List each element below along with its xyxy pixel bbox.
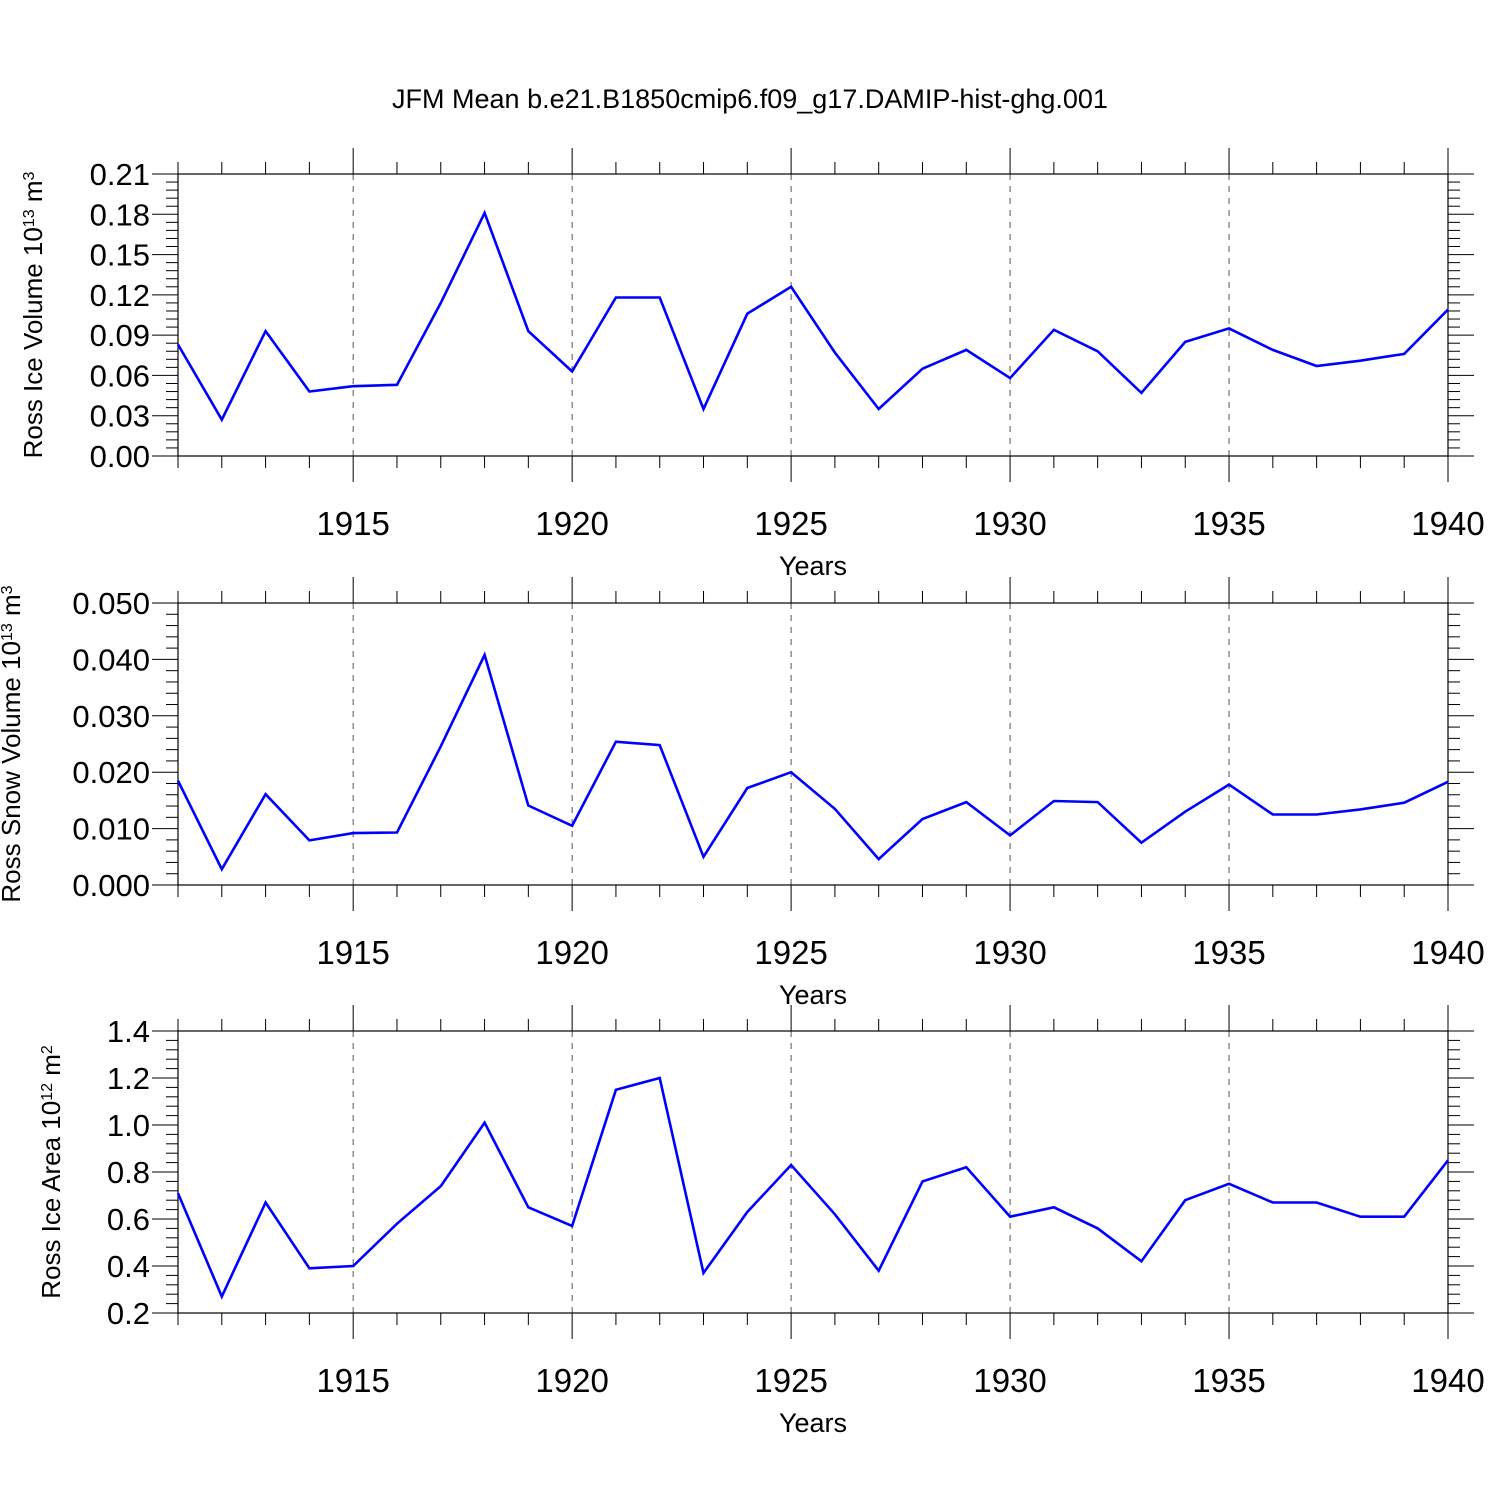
panel-ice-volume: 0.00 0.03 0.06 0.09 0.12 0.15 0.18 0.21 1915 1920…	[18, 148, 1485, 581]
x-tick-label-1940: 1940	[1411, 934, 1484, 971]
x-tick-label-1925: 1925	[754, 505, 827, 542]
y-tick-label-0.00: 0.00	[90, 439, 150, 474]
y-tick-label-0.050: 0.050	[72, 586, 150, 621]
x-tick-label-1935: 1935	[1192, 934, 1265, 971]
y-tick-label-0.12: 0.12	[90, 278, 150, 313]
chart-title: JFM Mean b.e21.B1850cmip6.f09_g17.DAMIP-…	[392, 84, 1108, 114]
y-tick-label-0.010: 0.010	[72, 812, 150, 847]
y-tick-label-0.2: 0.2	[107, 1296, 150, 1331]
y-tick-label-0.000: 0.000	[72, 868, 150, 903]
x-tick-label-1915: 1915	[316, 934, 389, 971]
series-line-cd1	[176, 651, 1449, 872]
x-tick-label-1930: 1930	[973, 505, 1046, 542]
x-axis-label: Years	[779, 1408, 847, 1438]
x-tick-label-1915: 1915	[316, 1362, 389, 1399]
panel-ice-area: 0.2 0.4 0.6 0.8 1.0 1.2 1.4 1915 1920 1925 1930 193…	[36, 1005, 1485, 1438]
x-tick-label-1930: 1930	[973, 1362, 1046, 1399]
x-tick-label-1940: 1940	[1411, 505, 1484, 542]
y-axis-label: Ross Ice Volume 1013 m3	[18, 171, 48, 458]
y-tick-label-0.06: 0.06	[90, 358, 150, 393]
y-tick-label-0.8: 0.8	[107, 1155, 150, 1190]
x-tick-label-1920: 1920	[535, 934, 608, 971]
y-tick-label-0.6: 0.6	[107, 1202, 150, 1237]
y-tick-label-0.21: 0.21	[90, 157, 150, 192]
series-line-cd0	[176, 209, 1449, 423]
plot-frame	[177, 602, 1449, 886]
series-line-cd2	[176, 1076, 1450, 1300]
y-tick-label-0.09: 0.09	[90, 318, 150, 353]
x-axis-label: Years	[779, 551, 847, 581]
y-tick-label-0.030: 0.030	[72, 699, 150, 734]
x-tick-label-1935: 1935	[1192, 505, 1265, 542]
x-tick-label-1920: 1920	[535, 1362, 608, 1399]
x-tick-label-1930: 1930	[973, 934, 1046, 971]
y-tick-label-0.040: 0.040	[72, 642, 150, 677]
y-tick-label-1.0: 1.0	[107, 1108, 150, 1143]
y-tick-label-0.18: 0.18	[90, 197, 150, 232]
y-tick-label-0.4: 0.4	[107, 1249, 150, 1284]
x-tick-label-1925: 1925	[754, 1362, 827, 1399]
y-axis-label: Ross Snow Volume 1013 m3	[0, 585, 26, 902]
x-axis-label: Years	[779, 980, 847, 1010]
x-tick-label-1935: 1935	[1192, 1362, 1265, 1399]
x-tick-label-1925: 1925	[754, 934, 827, 971]
x-tick-label-1940: 1940	[1411, 1362, 1484, 1399]
y-axis-label: Ross Ice Area 1012 m2	[36, 1045, 66, 1299]
plot-frame	[177, 1030, 1449, 1314]
y-tick-label-0.03: 0.03	[90, 399, 150, 434]
panel-snow-volume: 0.000 0.010 0.020 0.030 0.040 0.050 1915 1920 19…	[0, 577, 1485, 1010]
y-tick-label-0.15: 0.15	[90, 238, 150, 273]
y-tick-label-1.2: 1.2	[107, 1061, 150, 1096]
plot-frame	[177, 173, 1449, 457]
x-tick-label-1915: 1915	[316, 505, 389, 542]
y-tick-label-0.020: 0.020	[72, 755, 150, 790]
y-tick-label-1.4: 1.4	[107, 1014, 150, 1049]
x-tick-label-1920: 1920	[535, 505, 608, 542]
